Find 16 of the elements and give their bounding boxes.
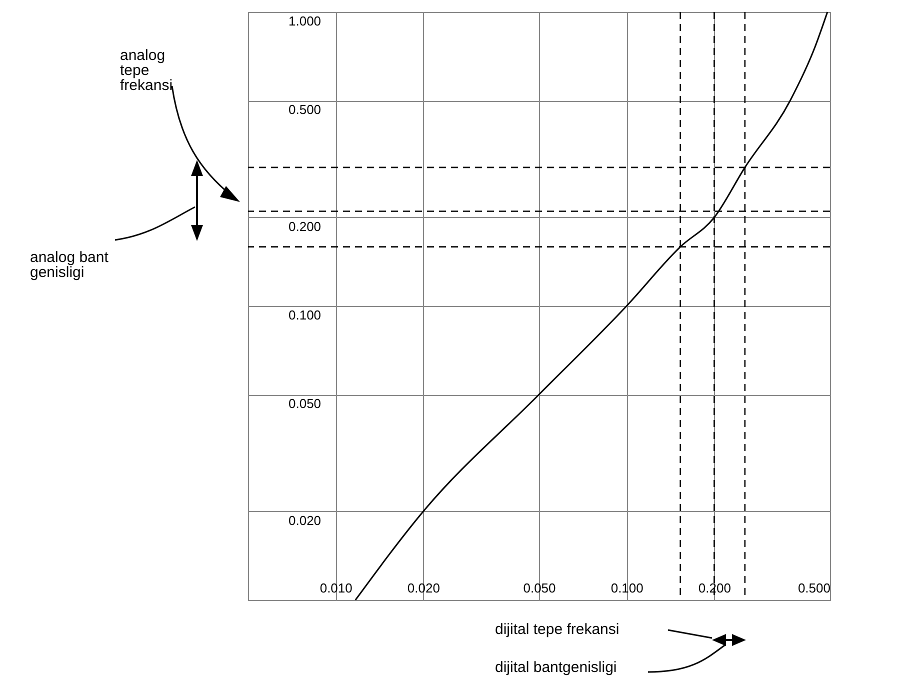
y-tick-label: 0.500 [288, 102, 322, 118]
y-tick-label: 0.100 [288, 308, 322, 322]
text: dijital tepe frekansi [495, 621, 620, 638]
y-tick-label: 0.050 [288, 396, 322, 412]
x-tick-label: 0.200 [698, 580, 731, 596]
y-tick-label: 0.020 [288, 512, 322, 528]
x-tick-label: 0.500 [798, 580, 830, 596]
y-tick-label: 1.000 [288, 14, 322, 28]
x-tick-label: 0.050 [523, 580, 556, 596]
text: analog tepe frekansi [120, 47, 174, 94]
y-tick-label: 0.200 [288, 218, 322, 234]
text: analog bant genisligi [30, 249, 110, 281]
x-tick-label: 0.010 [320, 580, 352, 596]
text: dijital bantgenisligi [495, 659, 618, 676]
x-tick-label: 0.100 [610, 580, 644, 596]
x-tick-label: 0.020 [407, 580, 440, 596]
